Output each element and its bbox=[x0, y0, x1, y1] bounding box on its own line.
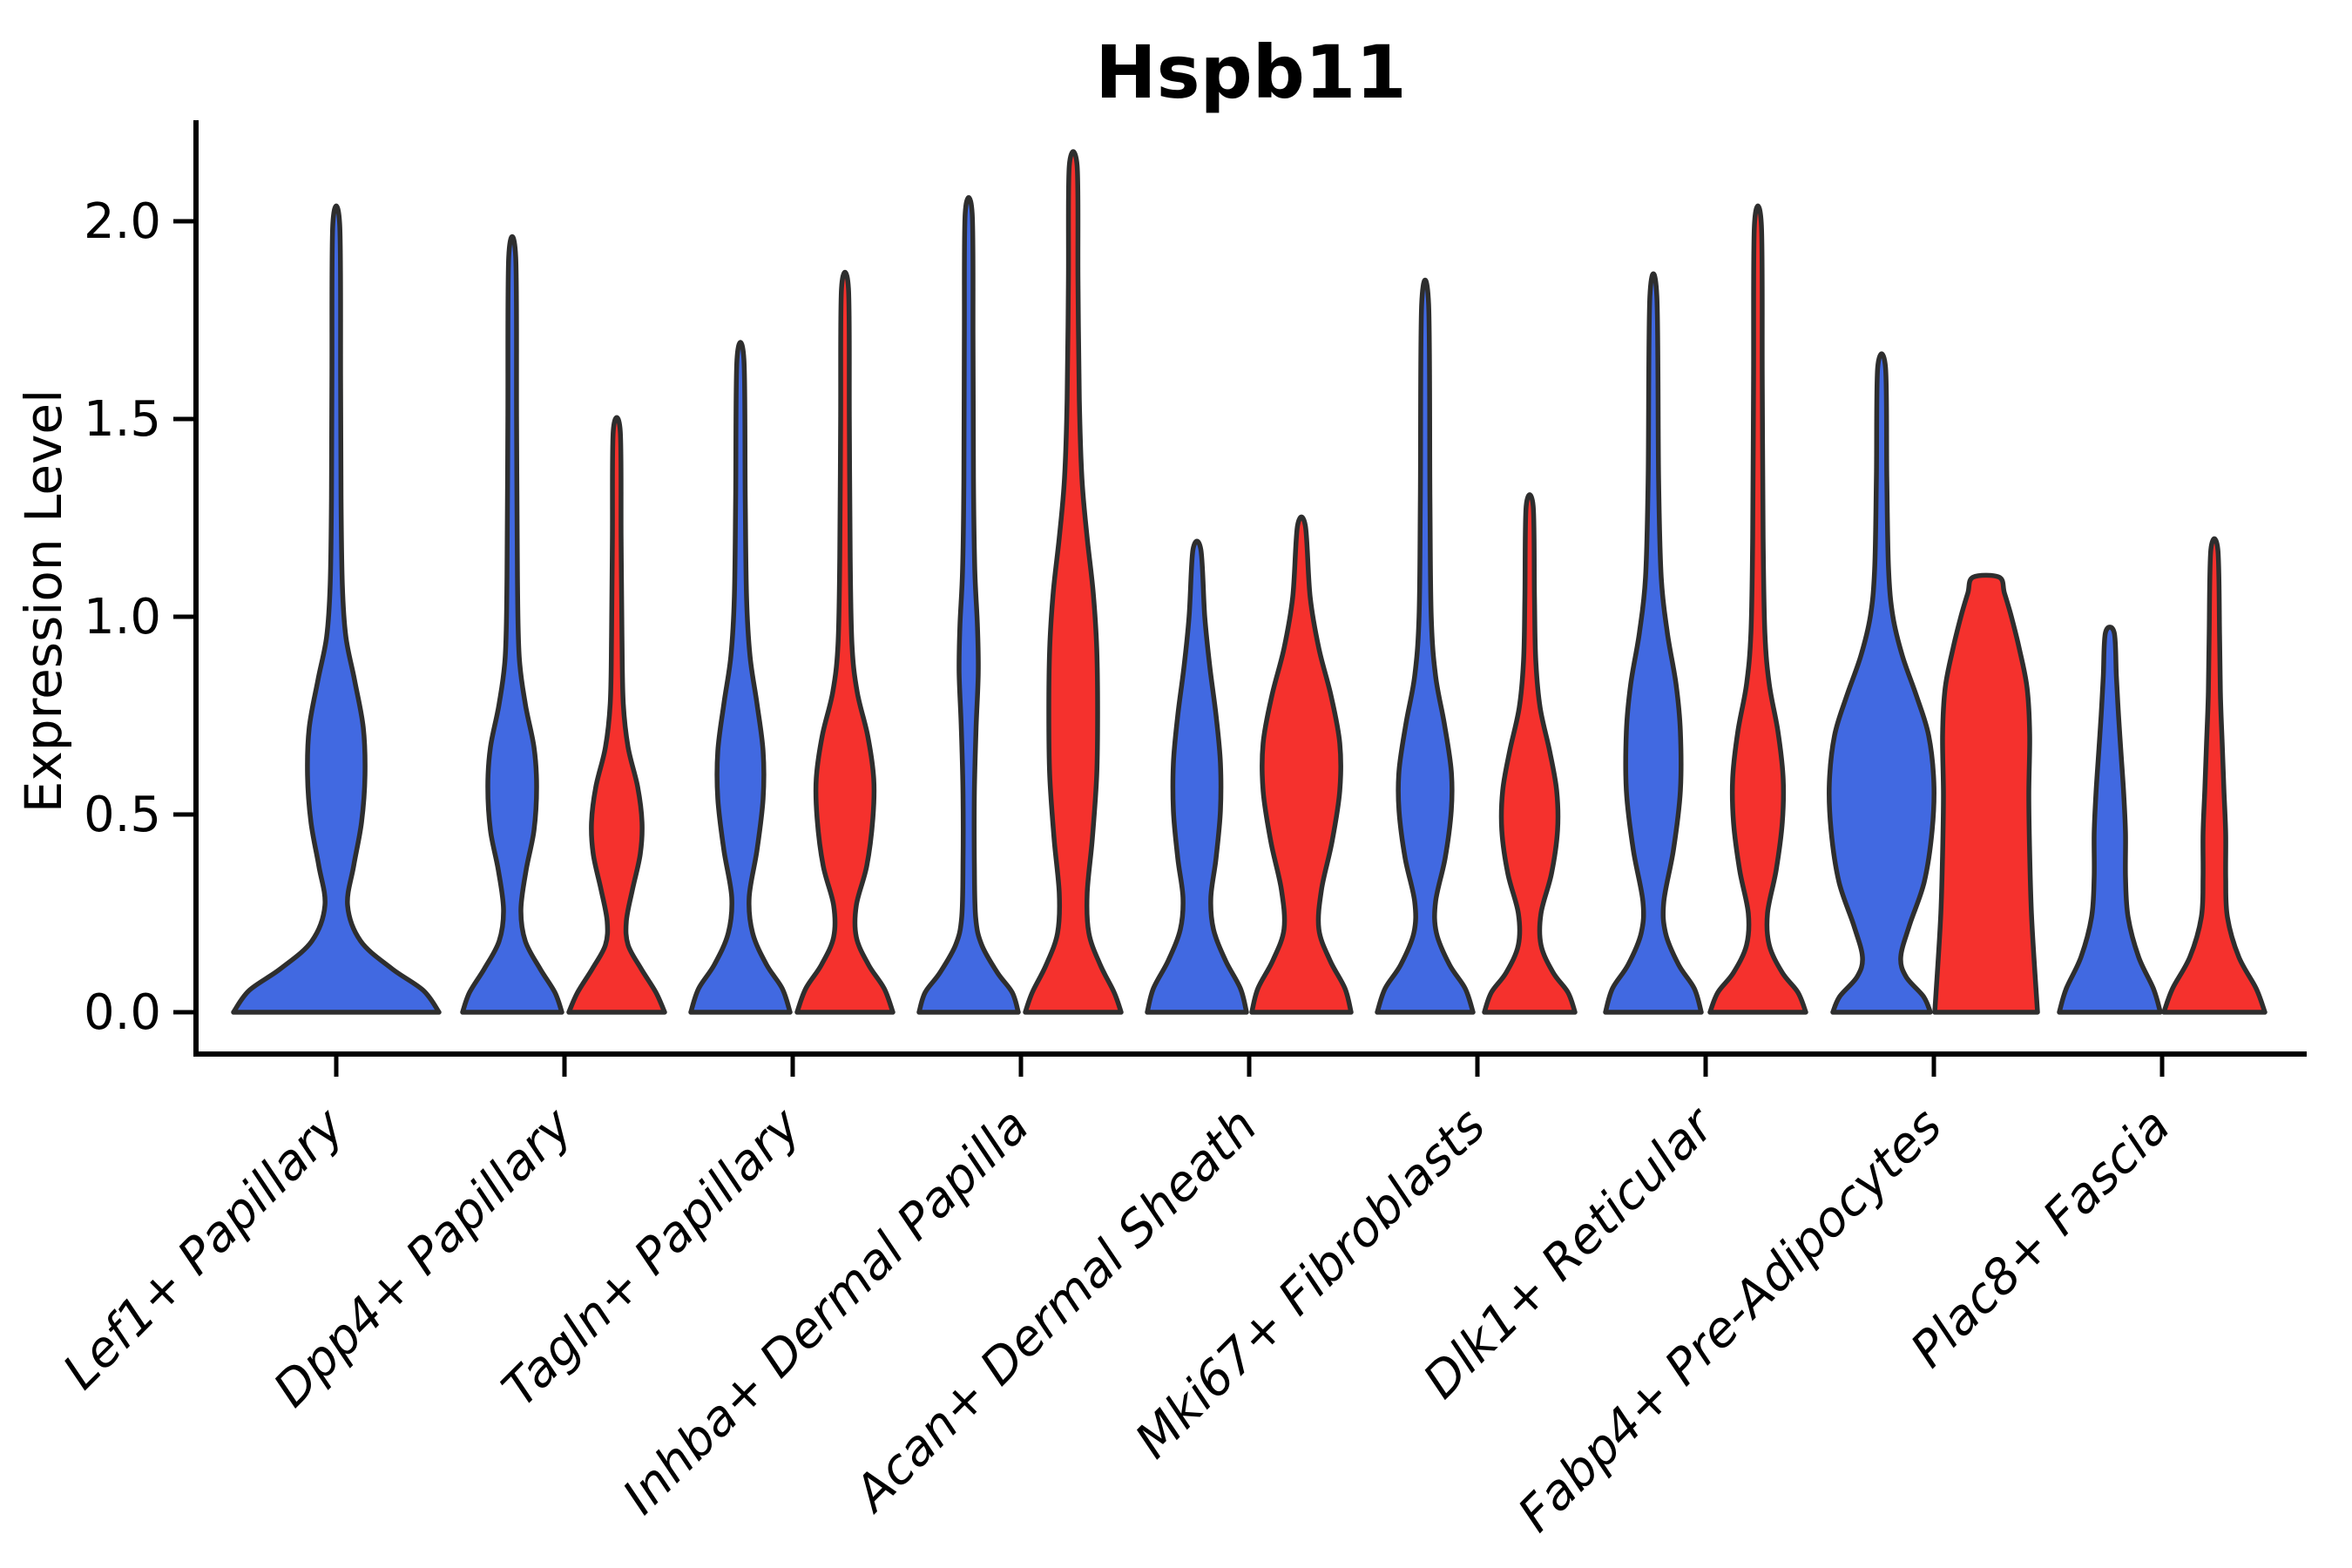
y-tick-label: 0.5 bbox=[84, 787, 161, 843]
violin-blue-dlk1-reticular bbox=[1603, 271, 1704, 1015]
violin-blue-fabp4-pre-adipocytes bbox=[1827, 351, 1936, 1015]
violins-layer bbox=[231, 149, 2268, 1015]
y-tick-label: 0.0 bbox=[84, 984, 161, 1041]
y-tick-label: 1.0 bbox=[84, 589, 161, 645]
y-tick-label: 2.0 bbox=[84, 193, 161, 250]
chart-title: Hspb11 bbox=[1095, 30, 1406, 115]
violin-blue-lef1-papillary bbox=[231, 203, 442, 1015]
violin-blue-acan-dermal-sheath bbox=[1145, 538, 1249, 1015]
violin-red-dlk1-reticular bbox=[1707, 203, 1808, 1015]
y-axis-label: Expression Level bbox=[14, 389, 73, 813]
violin-blue-tagln-papillary bbox=[688, 340, 793, 1015]
violin-red-dpp4-papillary bbox=[566, 415, 667, 1015]
x-tick-label: Acan+ Dermal Sheath bbox=[842, 1098, 1268, 1524]
violin-blue-dpp4-papillary bbox=[460, 234, 564, 1015]
violin-blue-plac8-fascia bbox=[2057, 625, 2163, 1015]
x-tick-label: Fabp4+ Pre-Adipocytes bbox=[1508, 1098, 1953, 1543]
violin-red-fabp4-pre-adipocytes bbox=[1932, 572, 2040, 1015]
x-tick-label: Inhba+ Dermal Papilla bbox=[612, 1098, 1040, 1525]
violin-blue-inhba-dermal-papilla bbox=[916, 195, 1021, 1015]
violin-red-plac8-fascia bbox=[2161, 536, 2268, 1015]
violin-blue-mki67-fibroblasts bbox=[1375, 278, 1476, 1015]
y-tick-label: 1.5 bbox=[84, 391, 161, 448]
violin-red-inhba-dermal-papilla bbox=[1023, 149, 1124, 1015]
violin-red-mki67-fibroblasts bbox=[1482, 492, 1578, 1015]
violin-red-acan-dermal-sheath bbox=[1249, 514, 1354, 1015]
violin-red-tagln-papillary bbox=[794, 269, 896, 1015]
